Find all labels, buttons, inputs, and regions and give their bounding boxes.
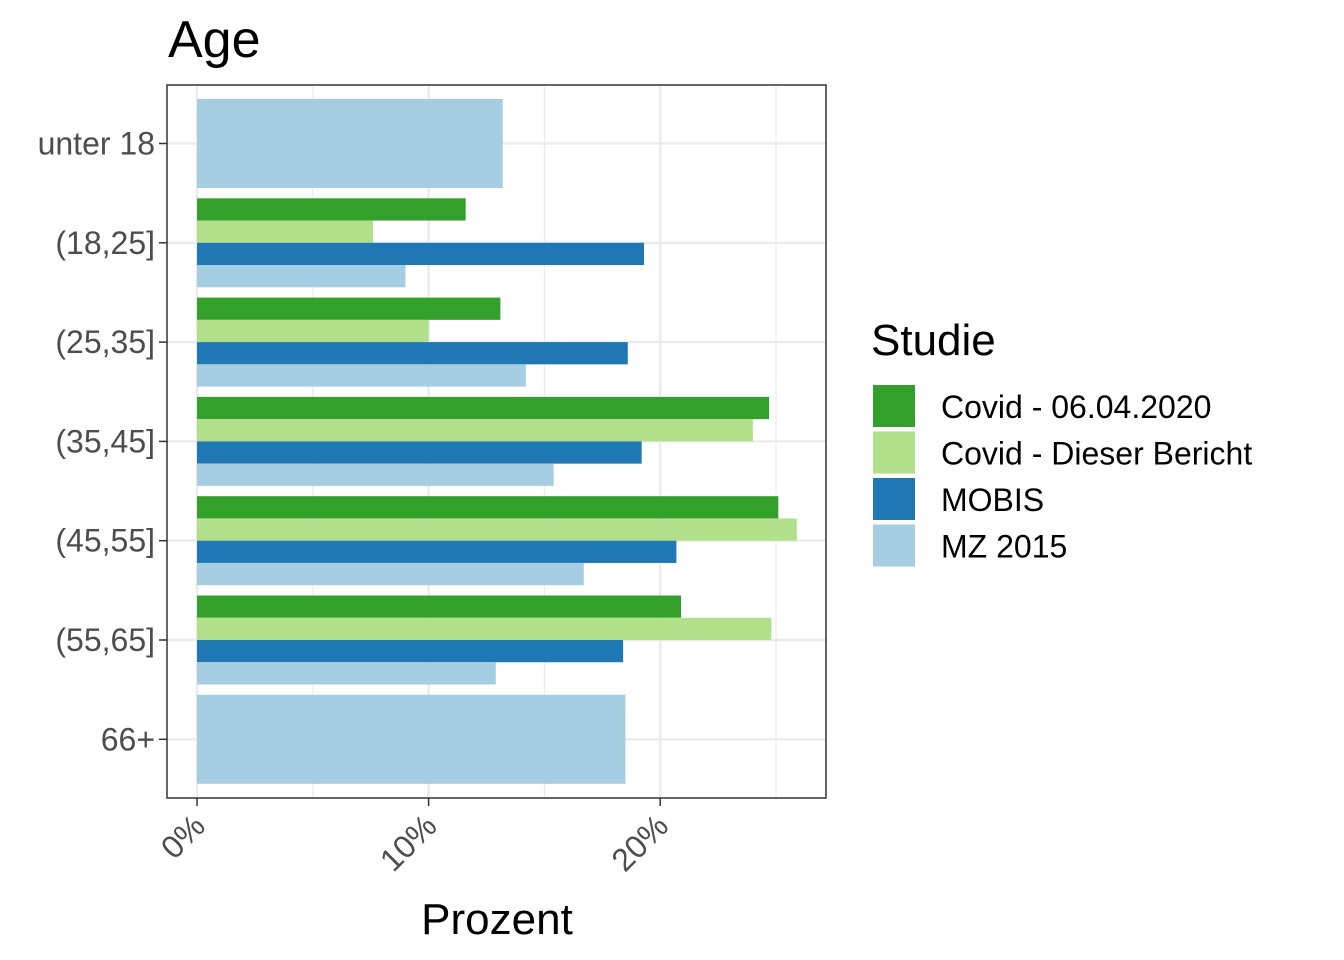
x-tick-label: 10%: [373, 807, 444, 878]
bar: [197, 396, 770, 420]
chart-title: Age: [168, 11, 261, 69]
legend-key: [873, 431, 915, 474]
bar: [197, 562, 584, 586]
y-tick-label: (45,55]: [55, 523, 155, 559]
bar: [197, 617, 772, 640]
legend-key: [873, 524, 915, 567]
bar: [197, 463, 554, 486]
bar: [197, 694, 626, 784]
bar: [197, 518, 797, 541]
legend-label: Covid - 06.04.2020: [941, 389, 1211, 425]
bar: [197, 242, 644, 266]
legend-label: MOBIS: [941, 482, 1044, 518]
bar: [197, 540, 677, 563]
y-tick-label: (18,25]: [55, 225, 155, 261]
legend-label: MZ 2015: [941, 529, 1067, 565]
bar: [197, 364, 526, 387]
x-tick-label: 20%: [604, 807, 675, 878]
bar: [197, 265, 406, 288]
bar: [197, 220, 374, 243]
legend-label: Covid - Dieser Bericht: [941, 436, 1252, 472]
bar: [197, 640, 624, 663]
y-axis: unter 18 (18,25] (25,35] (35,45] (45,55] (55,…: [38, 126, 167, 757]
bar: [197, 441, 642, 464]
y-tick-label: (55,65]: [55, 622, 155, 658]
bar: [197, 662, 496, 685]
bar: [197, 198, 466, 221]
bar: [197, 496, 779, 519]
x-axis-label: Prozent: [421, 895, 573, 944]
bar: [197, 99, 503, 188]
x-axis: 0% 10% 20%: [154, 798, 675, 878]
bar: [197, 595, 682, 618]
bar: [197, 297, 501, 320]
legend: Studie Covid - 06.04.2020 Covid - Dieser …: [871, 316, 1252, 567]
y-tick-label: (25,35]: [55, 324, 155, 360]
x-tick-label: 0%: [154, 807, 212, 865]
y-tick-label: (35,45]: [55, 423, 155, 459]
legend-key: [873, 478, 915, 520]
bars: [197, 99, 797, 784]
legend-key: [873, 385, 915, 427]
bar: [197, 342, 628, 365]
bar: [197, 419, 753, 442]
bar: [197, 319, 429, 343]
legend-title: Studie: [871, 316, 996, 365]
y-tick-label: unter 18: [38, 126, 155, 162]
y-tick-label: 66+: [101, 721, 155, 757]
